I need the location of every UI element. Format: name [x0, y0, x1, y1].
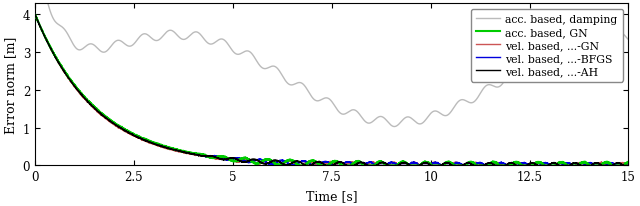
acc. based, GN [314, 162, 321, 164]
vel. based, ...-AH [462, 162, 470, 165]
acc. based, damping [625, 39, 632, 42]
acc. based, GN [285, 159, 293, 162]
acc. based, damping [577, 44, 584, 46]
vel. based, ...-BFGS [577, 164, 584, 167]
vel. based, ...-GN [314, 164, 321, 167]
vel. based, ...-AH [577, 164, 584, 167]
acc. based, damping [462, 100, 470, 103]
Line: vel. based, ...-GN: vel. based, ...-GN [35, 15, 628, 166]
vel. based, ...-BFGS [607, 162, 614, 165]
vel. based, ...-AH [625, 164, 632, 167]
Line: vel. based, ...-BFGS: vel. based, ...-BFGS [35, 15, 628, 166]
acc. based, GN [607, 163, 614, 165]
acc. based, damping [285, 84, 293, 86]
vel. based, ...-GN [462, 164, 470, 167]
acc. based, GN [463, 163, 470, 165]
acc. based, damping [280, 78, 288, 81]
vel. based, ...-GN [285, 159, 293, 162]
acc. based, damping [313, 100, 321, 103]
vel. based, ...-GN [281, 161, 289, 164]
Y-axis label: Error norm [m]: Error norm [m] [4, 36, 17, 133]
acc. based, GN [31, 15, 39, 17]
acc. based, GN [625, 162, 632, 164]
Line: vel. based, ...-AH: vel. based, ...-AH [35, 15, 628, 166]
vel. based, ...-GN [607, 164, 614, 167]
vel. based, ...-AH [607, 164, 614, 167]
vel. based, ...-AH [314, 161, 321, 163]
Line: acc. based, damping: acc. based, damping [35, 0, 628, 127]
Legend: acc. based, damping, acc. based, GN, vel. based, ...-GN, vel. based, ...-BFGS, v: acc. based, damping, acc. based, GN, vel… [470, 9, 623, 82]
vel. based, ...-BFGS [462, 164, 470, 167]
vel. based, ...-GN [31, 14, 39, 17]
vel. based, ...-BFGS [314, 164, 321, 167]
vel. based, ...-BFGS [625, 164, 632, 166]
vel. based, ...-AH [285, 164, 293, 166]
acc. based, GN [31, 14, 39, 17]
acc. based, damping [607, 36, 614, 39]
vel. based, ...-BFGS [288, 164, 296, 167]
vel. based, ...-BFGS [31, 14, 39, 16]
Line: acc. based, GN: acc. based, GN [35, 16, 628, 166]
vel. based, ...-GN [625, 164, 632, 167]
acc. based, GN [577, 162, 585, 165]
vel. based, ...-GN [275, 164, 282, 167]
acc. based, GN [281, 162, 289, 164]
vel. based, ...-GN [577, 162, 584, 164]
acc. based, damping [390, 126, 398, 128]
vel. based, ...-AH [280, 164, 288, 166]
vel. based, ...-BFGS [280, 160, 288, 162]
vel. based, ...-AH [284, 164, 292, 167]
X-axis label: Time [s]: Time [s] [306, 189, 358, 202]
acc. based, GN [275, 164, 283, 167]
vel. based, ...-BFGS [285, 163, 293, 166]
vel. based, ...-AH [31, 14, 39, 16]
